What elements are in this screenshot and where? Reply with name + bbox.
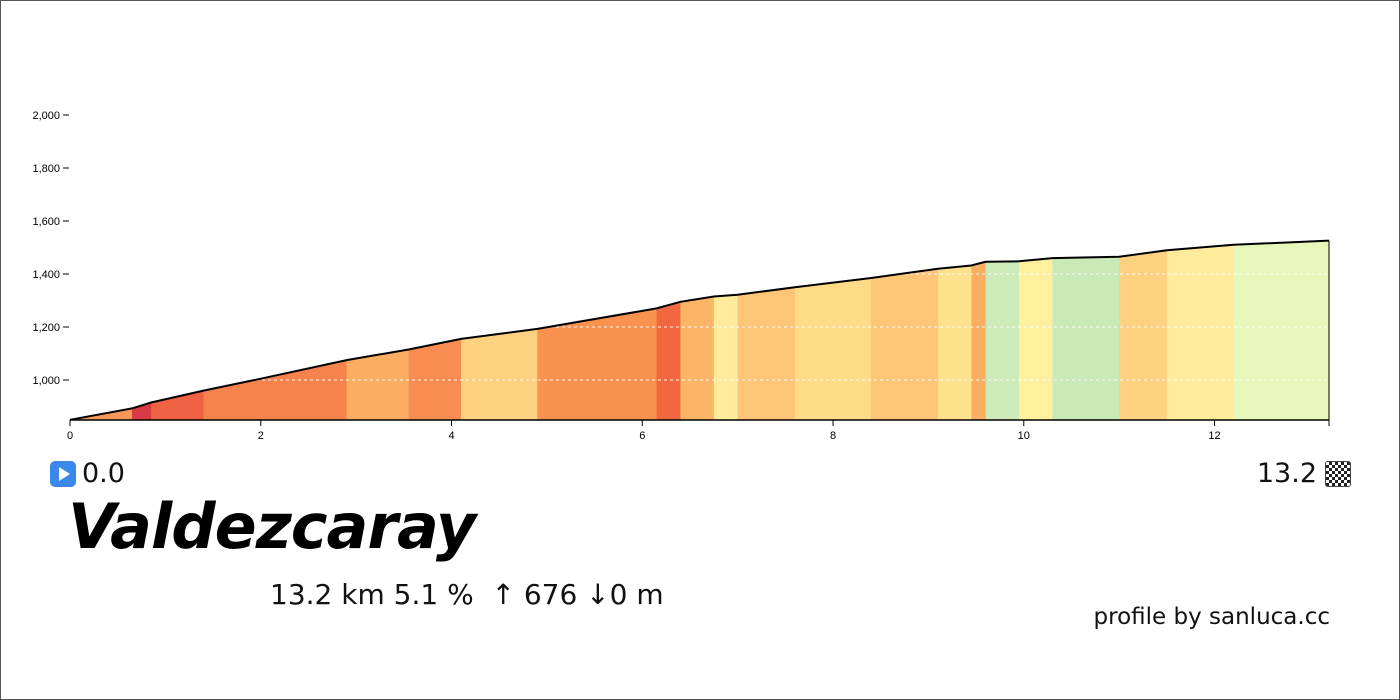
y-tick-label: 1,400 bbox=[32, 269, 60, 281]
gradient-segment-8 bbox=[656, 240, 681, 420]
gradient-segment-15 bbox=[971, 240, 987, 420]
y-tick-label: 1,200 bbox=[32, 322, 60, 334]
end-marker: 13.2 bbox=[1257, 458, 1351, 489]
gradient-segment-14 bbox=[937, 240, 972, 420]
x-tick-label: 10 bbox=[1018, 430, 1030, 442]
checkered-flag-icon bbox=[1325, 460, 1351, 487]
gradient-segment-6 bbox=[461, 240, 538, 420]
gradient-segment-10 bbox=[713, 240, 739, 420]
y-tick-label: 1,000 bbox=[32, 375, 60, 387]
x-tick-label: 12 bbox=[1208, 430, 1220, 442]
gradient-segment-7 bbox=[537, 240, 658, 420]
elevation-profile-chart: 0 2 4 6 8 10 12 1,000 1,200 1,400 1,600 1,800 2,000 bbox=[32, 110, 1330, 442]
gradient-segment-20 bbox=[1166, 240, 1235, 420]
gradient-segment-5 bbox=[408, 240, 462, 420]
credit-text: profile by sanluca.cc bbox=[1093, 604, 1330, 630]
x-tick-label: 8 bbox=[830, 430, 836, 442]
climb-title: Valdezcaray bbox=[68, 490, 476, 563]
gradient-segment-2 bbox=[151, 240, 205, 420]
gradient-segment-3 bbox=[203, 240, 348, 420]
y-tick-label: 1,600 bbox=[32, 216, 60, 228]
x-tick-label: 0 bbox=[67, 430, 73, 442]
gradient-segment-17 bbox=[1019, 240, 1053, 420]
gradient-segment-4 bbox=[346, 240, 410, 420]
gradient-segment-0 bbox=[70, 240, 133, 420]
gradient-segment-16 bbox=[985, 240, 1020, 420]
gradient-segment-1 bbox=[131, 240, 152, 420]
elevation-line bbox=[69, 239, 1330, 421]
climb-stats: 13.2 km 5.1 % ↑ 676 ↓0 m bbox=[270, 578, 664, 611]
x-tick-label: 4 bbox=[448, 430, 454, 442]
y-tick-label: 2,000 bbox=[32, 110, 60, 122]
axes: 0 2 4 6 8 10 12 1,000 1,200 1,400 1,600 1,800 2,000 bbox=[32, 110, 1330, 442]
play-button-icon bbox=[50, 460, 76, 487]
end-distance: 13.2 bbox=[1256, 458, 1317, 489]
gradient-segment-9 bbox=[680, 240, 715, 420]
x-tick-label: 2 bbox=[258, 430, 264, 442]
gradient-segment-11 bbox=[737, 240, 796, 420]
gradient-segments bbox=[70, 240, 1329, 420]
gradient-segment-13 bbox=[871, 240, 939, 420]
y-tick-label: 1,800 bbox=[32, 163, 60, 175]
start-distance: 0.0 bbox=[82, 458, 125, 489]
x-tick-label: 6 bbox=[639, 430, 645, 442]
gradient-segment-21 bbox=[1233, 240, 1329, 420]
gradient-segment-18 bbox=[1052, 240, 1120, 420]
gradient-segment-12 bbox=[794, 240, 872, 420]
start-marker: 0.0 bbox=[50, 458, 125, 489]
gradient-segment-19 bbox=[1119, 240, 1168, 420]
